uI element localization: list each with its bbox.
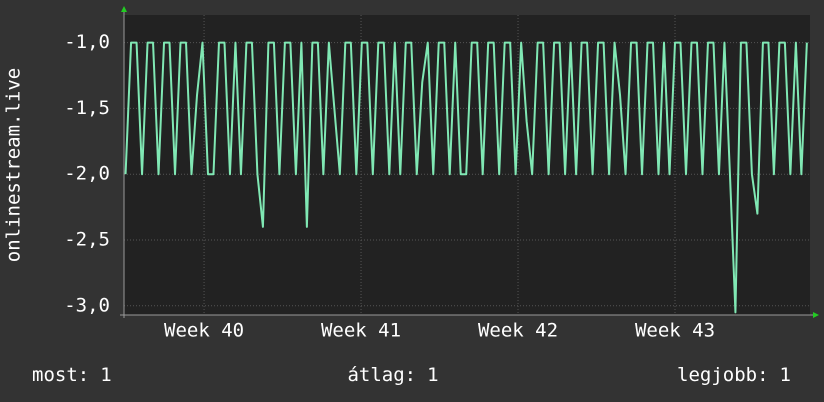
x-tick-label: Week 42: [478, 320, 558, 342]
axis-arrow: [813, 312, 819, 318]
y-tick-label: -2,0: [64, 163, 110, 185]
footer-stat: most: 1: [32, 364, 112, 386]
axis-arrow: [121, 6, 127, 12]
y-tick-label: -2,5: [64, 229, 110, 251]
y-tick-label: -1,5: [64, 97, 110, 119]
footer-stat: átlag: 1: [347, 364, 438, 386]
x-tick-label: Week 41: [321, 320, 401, 342]
footer-label: átlag:: [347, 364, 416, 386]
footer-value: 1: [100, 364, 111, 386]
data-line: [124, 41, 808, 314]
footer-label: most:: [32, 364, 89, 386]
x-tick-label: Week 40: [164, 320, 244, 342]
footer: most: 1 átlag: 1 legjobb: 1: [32, 364, 791, 386]
y-tick-label: -3,0: [64, 294, 110, 316]
footer-stat: legjobb: 1: [677, 364, 791, 386]
x-tick-label: Week 43: [635, 320, 715, 342]
footer-label: legjobb:: [677, 364, 769, 386]
footer-value: 1: [427, 364, 438, 386]
y-tick-label: -1,0: [64, 31, 110, 53]
footer-value: 1: [780, 364, 791, 386]
y-axis-label: onlinestream.live: [3, 68, 25, 262]
